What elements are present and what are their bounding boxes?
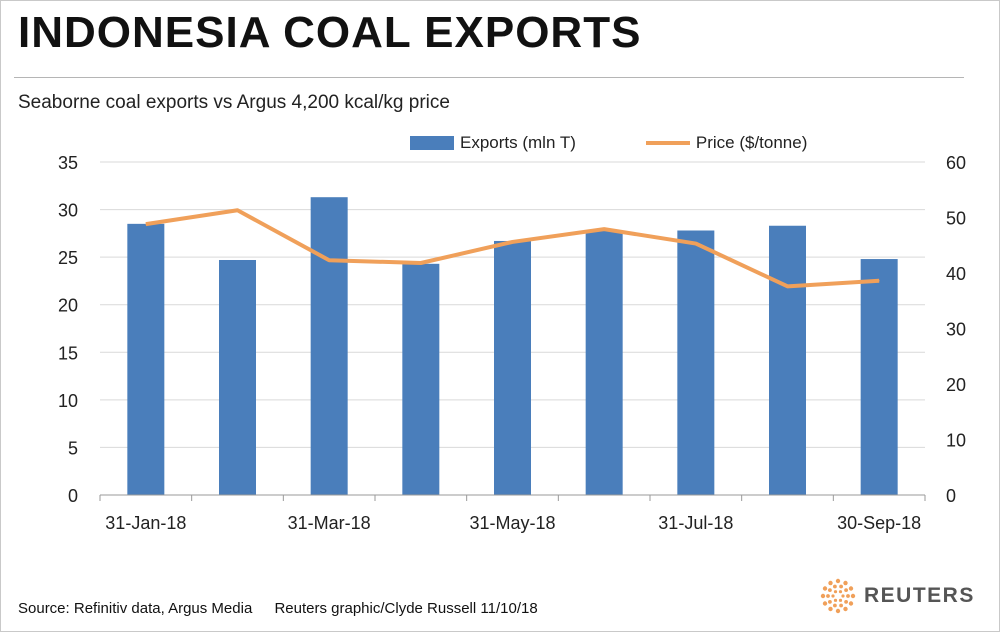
point-price <box>145 223 147 225</box>
chart-title: INDONESIA COAL EXPORTS <box>18 8 642 57</box>
logo-dot <box>838 590 843 594</box>
y-left-tick-label: 35 <box>58 153 78 173</box>
y-right-tick-label: 50 <box>946 209 966 229</box>
logo-dot <box>839 603 843 608</box>
bar-exports <box>769 225 806 495</box>
legend-swatch-exports <box>410 136 454 150</box>
logo-dot <box>839 584 843 589</box>
logo-dot <box>843 606 848 612</box>
logo-dot <box>848 586 854 591</box>
credit-text: Reuters graphic/Clyde Russell 11/10/18 <box>274 600 538 617</box>
logo-dot <box>828 599 832 604</box>
x-tick-label: 31-Jan-18 <box>105 513 186 533</box>
y-right-tick-label: 0 <box>946 486 956 506</box>
point-price <box>878 280 880 282</box>
x-tick-label: 31-Jul-18 <box>658 513 733 533</box>
bar-exports <box>219 259 256 495</box>
logo-dot <box>822 586 828 591</box>
bar-exports <box>310 197 348 495</box>
logo-dot <box>833 590 838 594</box>
logo-dot <box>835 608 841 614</box>
y-left-tick-label: 30 <box>58 201 78 221</box>
legend: Exports (mln T) Price ($/tonne) <box>410 132 807 154</box>
logo-dot <box>831 594 835 598</box>
logo-dot <box>828 606 833 612</box>
logo-dot <box>833 603 837 608</box>
logo-dot <box>846 594 850 598</box>
logo-dot <box>841 594 845 598</box>
legend-label-price: Price ($/tonne) <box>695 133 808 152</box>
logo-dot <box>820 593 826 599</box>
logo-dot <box>850 593 856 599</box>
legend-swatch-price <box>645 141 690 145</box>
y-right-tick-label: 30 <box>946 320 966 340</box>
source-note: Source: Refinitiv data, Argus Media Reut… <box>18 600 538 617</box>
point-price <box>328 259 330 261</box>
chart-subtitle: Seaborne coal exports vs Argus 4,200 kca… <box>18 92 450 113</box>
logo-dot <box>838 598 843 602</box>
y-left-tick-label: 5 <box>68 438 78 458</box>
point-price <box>512 241 513 243</box>
bar-exports <box>860 259 898 495</box>
point-price <box>237 209 238 211</box>
x-tick-label: 31-May-18 <box>469 513 555 533</box>
point-price <box>695 243 697 245</box>
bar-exports <box>677 230 715 495</box>
logo-dot <box>828 588 832 593</box>
bar-exports <box>127 223 165 496</box>
reuters-logo: REUTERS <box>820 578 975 614</box>
y-right-tick-label: 20 <box>946 375 966 395</box>
y-right-tick-label: 40 <box>946 264 966 284</box>
legend-label-exports: Exports (mln T) <box>460 133 576 152</box>
logo-dot <box>822 601 828 606</box>
logo-dot <box>844 588 848 593</box>
source-text: Source: Refinitiv data, Argus Media <box>18 600 253 617</box>
logo-dot <box>833 584 837 589</box>
logo-dot <box>843 580 848 586</box>
point-price <box>603 228 605 230</box>
y-left-tick-label: 15 <box>58 343 78 363</box>
y-left-tick-label: 20 <box>58 296 78 316</box>
bar-exports <box>494 240 531 495</box>
x-tick-label: 30-Sep-18 <box>837 513 921 533</box>
logo-dot <box>848 601 854 606</box>
x-tick-label: 31-Mar-18 <box>288 513 371 533</box>
bar-exports <box>402 263 440 495</box>
logo-dot <box>826 594 830 598</box>
reuters-logo-icon <box>820 578 856 614</box>
y-right-tick-label: 60 <box>946 153 966 173</box>
bar-exports <box>585 230 623 495</box>
y-left-tick-label: 0 <box>68 486 78 506</box>
logo-dot <box>835 578 841 584</box>
logo-dot <box>828 580 833 586</box>
title-divider <box>14 77 964 78</box>
y-right-tick-label: 10 <box>946 431 966 451</box>
logo-dot <box>844 599 848 604</box>
logo-dot <box>833 598 838 602</box>
y-left-tick-label: 25 <box>58 248 78 268</box>
reuters-logo-text: REUTERS <box>864 584 975 607</box>
y-left-tick-label: 10 <box>58 391 78 411</box>
point-price <box>787 285 788 287</box>
point-price <box>420 262 422 264</box>
